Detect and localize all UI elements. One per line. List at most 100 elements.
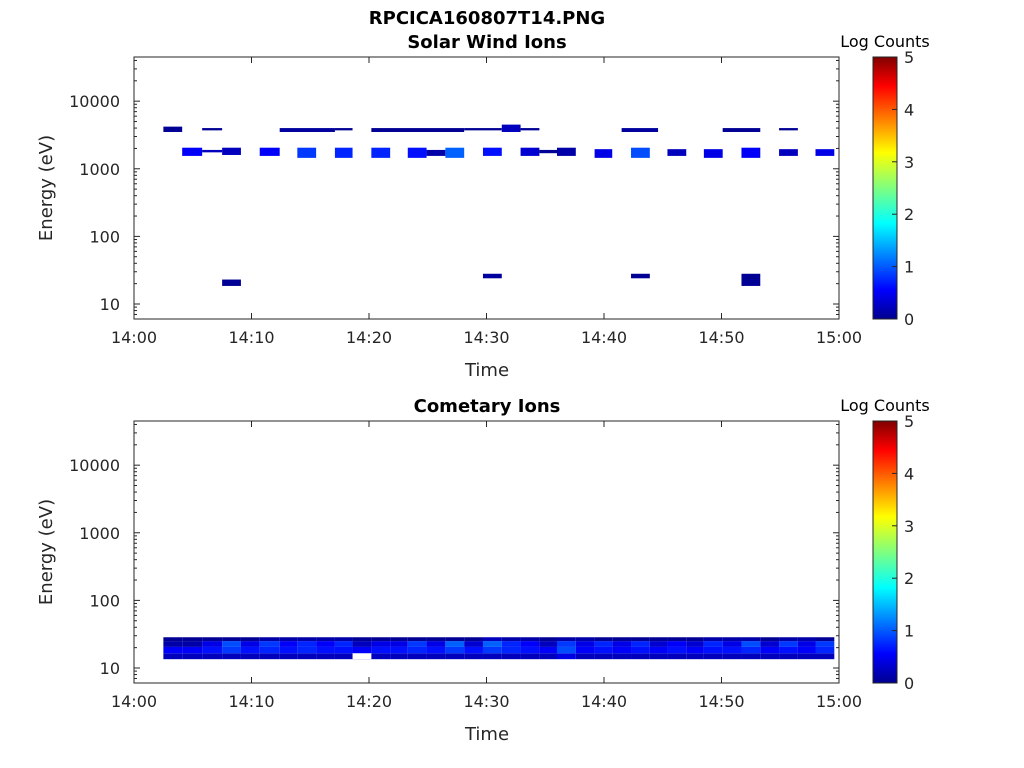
heatmap-cell [631,641,650,647]
heatmap-cell [779,128,798,131]
heatmap-cell [334,646,353,654]
heatmap-cell [297,147,317,158]
heatmap-cell [722,646,742,654]
heatmap-cell [390,641,408,647]
solar-wind-x-label: Time [464,360,509,381]
heatmap-cell [594,641,613,647]
y-tick-label: 100 [89,591,120,610]
cometary-heatmap [163,637,835,660]
solar-wind-title: Solar Wind Ions [407,32,566,53]
heatmap-cell [779,653,798,660]
solar-wind-x-ticks: 14:00 14:10 14:20 14:30 14:40 14:50 15:00 [111,57,862,347]
heatmap-cell [520,646,540,654]
heatmap-cell [163,646,183,654]
cometary-title: Cometary Ions [414,396,561,417]
heatmap-cell [649,641,668,647]
cometary-colorbar-gradient [872,420,898,684]
heatmap-cell [279,641,298,647]
heatmap-cell [703,646,723,654]
heatmap-cell [667,637,687,642]
heatmap-cell [334,641,353,647]
heatmap-cell [557,646,576,654]
heatmap-cell [202,653,223,660]
heatmap-cell [334,147,353,158]
heatmap-cell [352,641,372,647]
colorbar-tick-label: 0 [904,674,914,693]
heatmap-cell [371,147,391,158]
heatmap-cell [667,149,687,156]
heatmap-cell [612,653,632,660]
heatmap-cell [482,637,502,642]
colorbar-tick-label: 0 [904,310,914,329]
heatmap-cell [202,646,223,654]
heatmap-cell [222,279,241,286]
heatmap-cell [520,637,540,642]
colorbar-tick-label: 2 [904,569,914,588]
heatmap-cell [259,646,280,654]
heatmap-cell [222,641,241,647]
solar-wind-heatmap [163,124,835,286]
heatmap-cell [464,653,483,660]
heatmap-cell [407,147,427,158]
heatmap-cell [259,637,280,642]
heatmap-cell [612,637,632,642]
cometary-y-ticks: 10 100 1000 10000 [69,423,839,684]
heatmap-cell [722,641,742,647]
heatmap-cell [482,147,502,156]
x-tick-label: 15:00 [816,328,862,347]
heatmap-cell [667,653,687,660]
heatmap-cell [612,646,632,654]
heatmap-cell [575,646,595,654]
heatmap-cell [520,653,540,660]
x-tick-label: 14:30 [463,692,509,711]
x-tick-label: 14:50 [698,692,744,711]
x-tick-label: 14:20 [346,692,392,711]
heatmap-cell [815,653,835,660]
heatmap-cell [334,637,353,642]
y-tick-label: 10 [100,295,120,314]
solar-wind-colorbar: Log Counts 0 1 2 3 4 5 [840,32,930,329]
heatmap-cell [182,637,203,642]
heatmap-cell [482,653,502,660]
heatmap-cell [501,124,521,132]
heatmap-cell [686,646,704,654]
heatmap-cell [539,149,557,154]
heatmap-cell [202,637,223,642]
cometary-x-label: Time [464,724,509,745]
heatmap-cell [426,149,446,156]
heatmap-cell [279,653,298,660]
heatmap-cell [779,646,798,654]
cometary-y-label: Energy (eV) [36,499,57,605]
heatmap-cell [741,641,761,647]
heatmap-cell [667,641,687,647]
heatmap-cell [575,653,595,660]
heatmap-cell [352,646,372,654]
heatmap-cell [334,653,353,660]
solar-wind-panel: Solar Wind Ions 14:00 14:10 14:20 14:30 14:4… [36,32,930,381]
heatmap-cell [797,653,816,660]
heatmap-cell [539,637,557,642]
heatmap-cell [407,646,427,654]
y-tick-label: 100 [89,227,120,246]
heatmap-cell [520,147,540,156]
heatmap-cell [575,637,595,642]
x-tick-label: 14:00 [111,328,157,347]
colorbar-tick-label: 5 [904,48,914,67]
colorbar-tick-label: 3 [904,517,914,536]
heatmap-cell [539,646,557,654]
heatmap-cell [202,149,223,153]
x-tick-label: 14:40 [581,328,627,347]
heatmap-cell [703,149,723,158]
heatmap-cell [464,637,483,642]
heatmap-cell [316,653,335,660]
heatmap-cell [464,128,483,131]
heatmap-cell [594,646,613,654]
heatmap-cell [297,653,317,660]
heatmap-cell [741,653,761,660]
heatmap-cell [631,147,650,158]
heatmap-cell [426,637,446,642]
heatmap-cell [631,646,650,654]
heatmap-cell [240,653,260,660]
heatmap-cell [649,653,668,660]
